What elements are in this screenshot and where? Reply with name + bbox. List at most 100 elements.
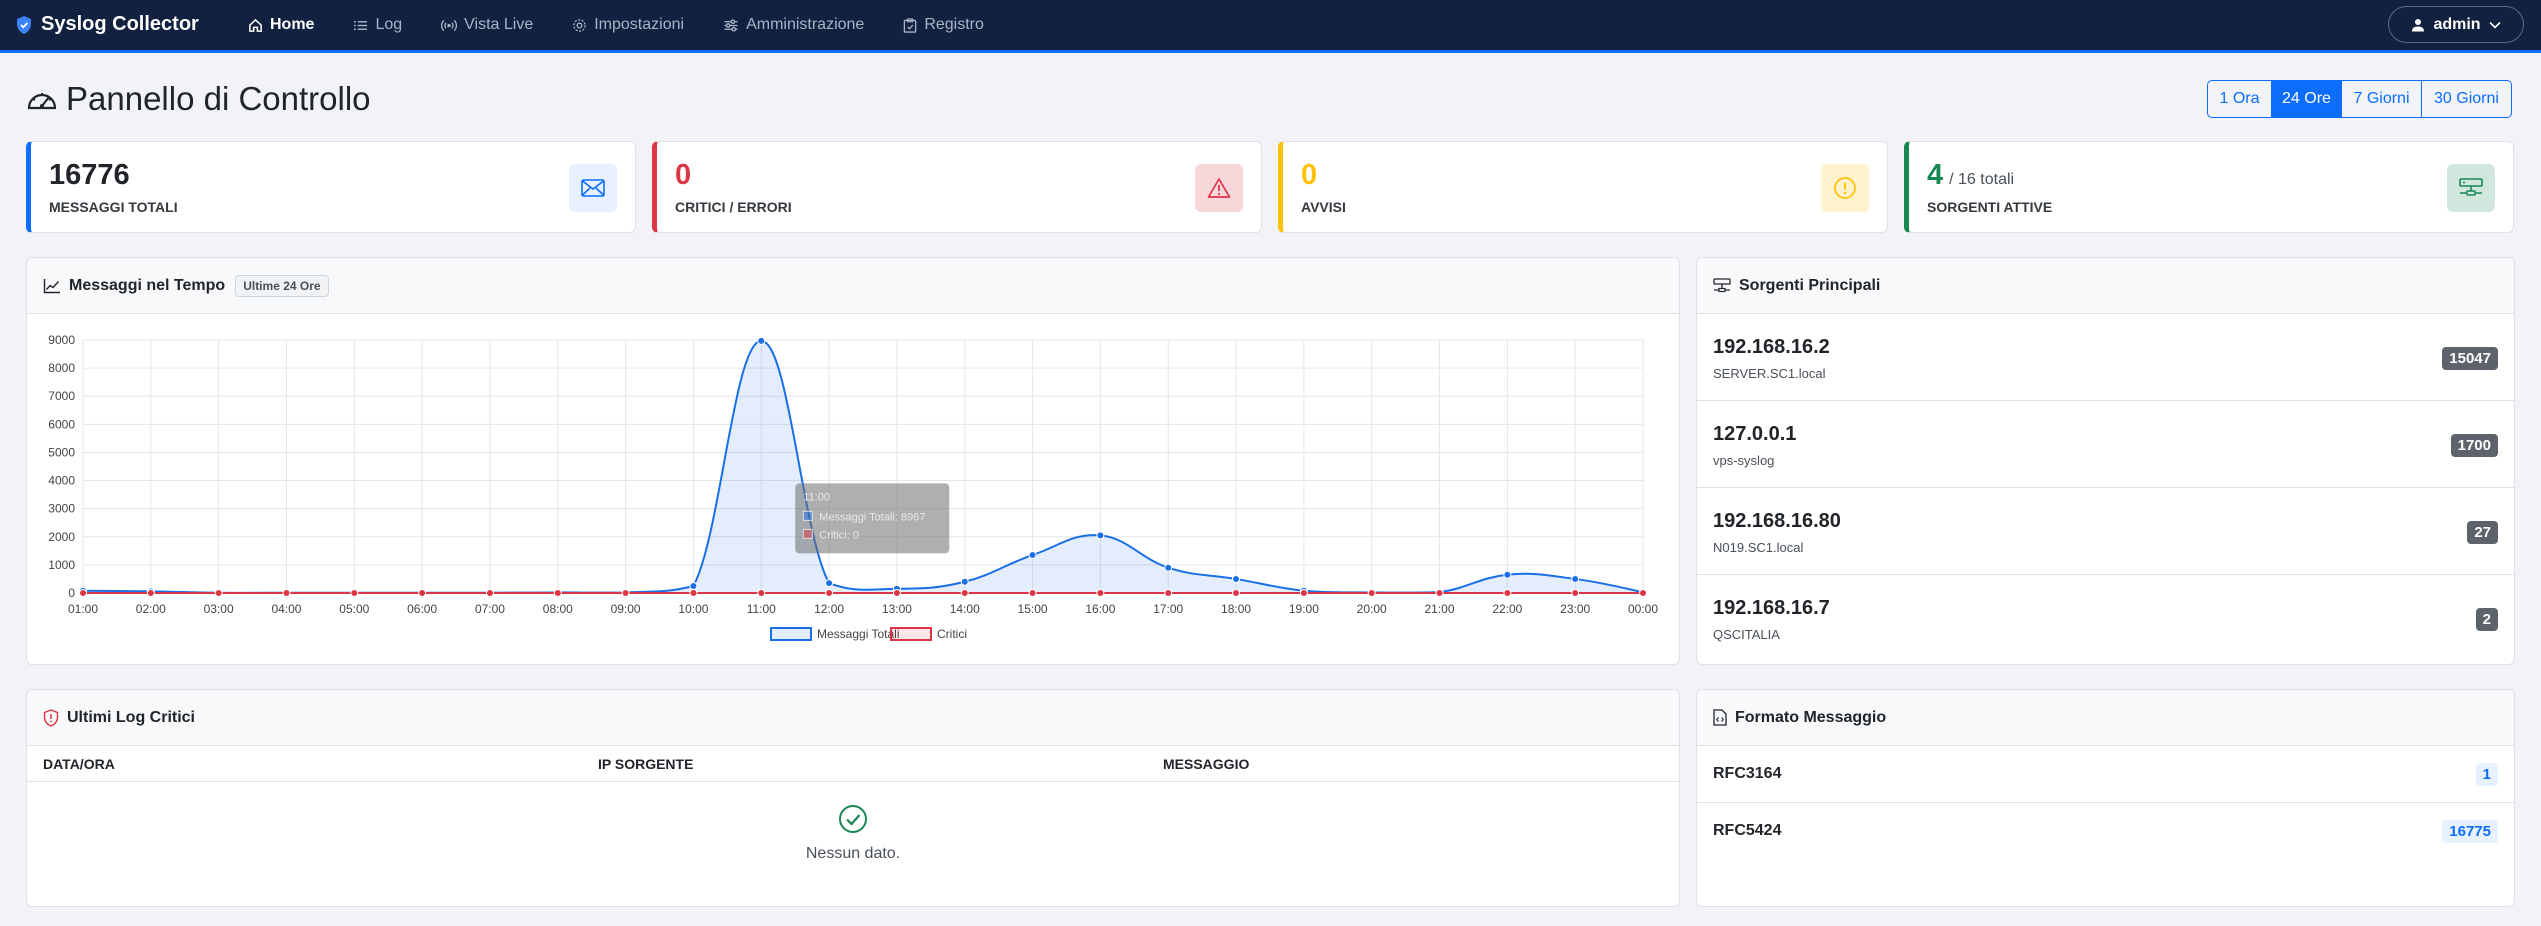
data-point-critical: [1232, 589, 1241, 597]
line-chart-icon: [43, 278, 60, 293]
nav-amministrazione[interactable]: Amministrazione: [723, 16, 864, 34]
data-point-critical: [418, 589, 427, 597]
sliders-icon: [724, 18, 738, 32]
format-name: RFC5424: [1713, 822, 1782, 839]
stat-sources-number: 4: [1927, 159, 1944, 191]
data-point-critical: [1096, 589, 1105, 597]
shield-icon: [17, 15, 31, 34]
y-tick-label: 5000: [48, 445, 75, 459]
user-icon: [2412, 18, 2425, 31]
legend-swatch: [890, 627, 932, 641]
y-tick-label: 2000: [48, 530, 75, 544]
data-point-total: [1571, 574, 1580, 583]
source-row[interactable]: 192.168.16.7 QSCITALIA 2: [1697, 575, 2514, 662]
stat-critical-value: 0: [675, 159, 692, 191]
data-point-critical: [1571, 589, 1580, 597]
page-title-text: Pannello di Controllo: [66, 80, 371, 117]
x-tick-label: 02:00: [136, 602, 166, 616]
x-tick-label: 05:00: [339, 602, 369, 616]
home-icon: [249, 18, 262, 32]
source-host: vps-syslog: [1713, 453, 1775, 468]
critical-table-header: DATA/ORA IP SORGENTE MESSAGGIO: [27, 746, 1679, 782]
tooltip-swatch: [802, 528, 813, 539]
data-point-critical: [621, 589, 630, 597]
data-point-critical: [1639, 589, 1647, 597]
data-point-critical: [214, 589, 223, 597]
stat-total-label: MESSAGGI TOTALI: [49, 199, 178, 215]
critical-panel-title: Ultimi Log Critici: [67, 708, 195, 726]
empty-state: Nessun dato.: [27, 804, 1679, 863]
source-count-badge: 2: [2475, 608, 2498, 631]
data-point-critical: [485, 589, 494, 597]
data-point-critical: [1503, 589, 1512, 597]
warning-icon: [1195, 164, 1243, 212]
legend-label: Critici: [937, 627, 967, 641]
source-host: N019.SC1.local: [1713, 540, 1804, 555]
message-format-panel: Formato Messaggio RFC3164 1 RFC5424 1677…: [1696, 689, 2515, 907]
server-icon: [1713, 277, 1731, 292]
clipboard-icon: [904, 17, 917, 33]
data-point-critical: [79, 589, 87, 597]
source-row[interactable]: 192.168.16.80 N019.SC1.local 27: [1697, 488, 2514, 575]
data-point-critical: [1164, 589, 1173, 597]
nav-impostazioni[interactable]: Impostazioni: [572, 16, 684, 34]
main-nav: Home Log Vista Live Impostazioni Amminis…: [248, 0, 1023, 50]
nav-home[interactable]: Home: [248, 16, 314, 34]
data-point-total: [1096, 531, 1105, 540]
range-30d-button[interactable]: 30 Giorni: [2434, 90, 2499, 107]
x-tick-label: 16:00: [1085, 602, 1115, 616]
range-1h-button[interactable]: 1 Ora: [2208, 81, 2272, 117]
tooltip-title: 11:00: [803, 491, 830, 503]
chevron-down-icon: [2488, 21, 2501, 29]
source-count-badge: 1700: [2450, 434, 2498, 457]
stat-warnings-value: 0: [1301, 159, 1318, 191]
data-point-total: [960, 577, 969, 586]
nav-registro[interactable]: Registro: [903, 16, 984, 34]
x-tick-label: 23:00: [1560, 602, 1590, 616]
legend-swatch: [770, 627, 812, 641]
nav-log-label: Log: [375, 16, 403, 33]
tooltip-line: Critici: 0: [819, 529, 859, 541]
user-menu-button[interactable]: admin: [2388, 6, 2524, 43]
range-7d-button[interactable]: 7 Giorni: [2342, 81, 2422, 117]
data-point-total: [757, 336, 766, 345]
data-point-critical: [825, 589, 834, 597]
x-tick-label: 15:00: [1018, 602, 1048, 616]
data-point-critical: [1028, 589, 1037, 597]
x-tick-label: 22:00: [1492, 602, 1522, 616]
format-count-badge: 1: [2475, 763, 2498, 786]
envelope-icon: [569, 164, 617, 212]
stat-card-sources: 4 / 16 totali SORGENTI ATTIVE: [1904, 141, 2514, 233]
stat-critical-label: CRITICI / ERRORI: [675, 199, 792, 215]
y-tick-label: 7000: [48, 389, 75, 403]
source-row[interactable]: 192.168.16.2 SERVER.SC1.local 15047: [1697, 314, 2514, 401]
brand[interactable]: Syslog Collector: [15, 13, 199, 36]
series-area-total: [83, 340, 1643, 593]
source-ip: 192.168.16.7: [1713, 597, 1830, 619]
source-count-badge: 15047: [2442, 347, 2498, 370]
x-tick-label: 04:00: [271, 602, 301, 616]
nav-vista-live[interactable]: Vista Live: [441, 16, 533, 34]
server-icon: [2447, 164, 2495, 212]
broadcast-icon: [441, 19, 458, 31]
x-tick-label: 21:00: [1425, 602, 1455, 616]
series-line-total: [82, 339, 1644, 594]
data-point-total: [1503, 570, 1512, 579]
sources-panel-header: Sorgenti Principali: [1697, 258, 2514, 314]
x-tick-label: 07:00: [475, 602, 505, 616]
column-source-ip: IP SORGENTE: [598, 756, 694, 772]
nav-log[interactable]: Log: [353, 16, 402, 34]
messages-over-time-panel: Messaggi nel Tempo Ultime 24 Ore 0 1000 20…: [26, 257, 1680, 665]
x-tick-label: 14:00: [950, 602, 980, 616]
data-point-critical: [960, 589, 969, 597]
critical-panel-header: Ultimi Log Critici: [27, 690, 1679, 746]
source-host: SERVER.SC1.local: [1713, 366, 1826, 381]
data-point-critical: [282, 589, 291, 597]
tooltip-swatch: [802, 510, 813, 521]
data-point-total: [1232, 574, 1241, 583]
messages-line-chart[interactable]: 0 1000 2000 3000 4000 5000 6000 7000 8000 9000 01:…: [27, 314, 1680, 664]
source-count-badge: 27: [2467, 521, 2498, 544]
range-badge: Ultime 24 Ore: [235, 274, 329, 297]
source-row[interactable]: 127.0.0.1 vps-syslog 1700: [1697, 401, 2514, 488]
range-24h-button[interactable]: 24 Ore: [2272, 81, 2342, 117]
